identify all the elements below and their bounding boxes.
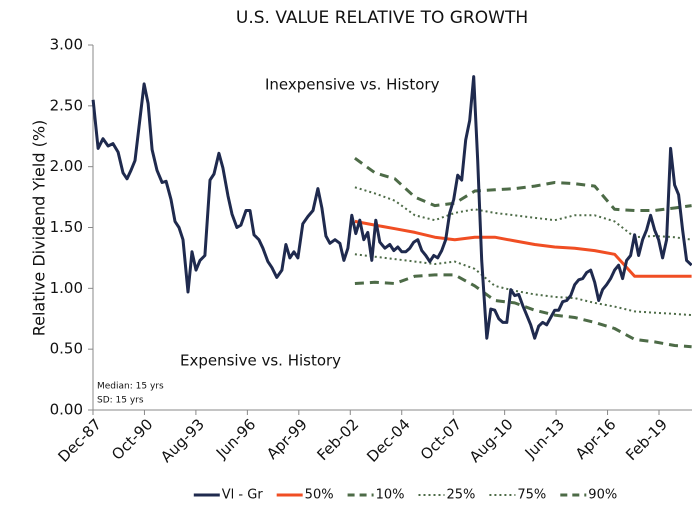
legend-label: 25% bbox=[446, 488, 475, 503]
series-line bbox=[354, 273, 692, 349]
legend-label: 50% bbox=[305, 488, 334, 503]
series-line bbox=[354, 156, 692, 212]
legend-label: Vl - Gr bbox=[222, 488, 264, 503]
x-tick-label: Jun-13 bbox=[521, 415, 568, 462]
x-tick-label: Jun-96 bbox=[212, 415, 259, 462]
x-tick-label: Dec-87 bbox=[54, 415, 105, 466]
x-tick-label: Aug-93 bbox=[157, 415, 208, 466]
y-tick-label: 0.50 bbox=[50, 340, 83, 358]
y-tick-label: 1.00 bbox=[50, 279, 83, 297]
series-line bbox=[91, 75, 692, 340]
annotation: Expensive vs. History bbox=[180, 352, 341, 370]
x-tick-label: Oct-90 bbox=[108, 415, 156, 463]
y-tick-label: 0.00 bbox=[50, 401, 83, 419]
x-tick-label: Feb-02 bbox=[313, 415, 362, 464]
annotation: Median: 15 yrs bbox=[97, 382, 164, 392]
legend-label: 90% bbox=[588, 488, 617, 503]
series-line bbox=[354, 219, 692, 278]
x-tick-label: Apr-16 bbox=[572, 415, 620, 463]
y-tick-label: 2.00 bbox=[50, 157, 83, 175]
y-tick-label: 2.50 bbox=[50, 96, 83, 114]
x-tick-label: Aug-10 bbox=[466, 415, 517, 466]
x-tick-label: Apr-99 bbox=[263, 415, 311, 463]
legend-label: 75% bbox=[517, 488, 546, 503]
x-tick-label: Feb-19 bbox=[622, 415, 671, 464]
annotation: Inexpensive vs. History bbox=[265, 76, 440, 94]
annotation: SD: 15 yrs bbox=[97, 396, 144, 406]
chart-title: U.S. VALUE RELATIVE TO GROWTH bbox=[236, 8, 528, 28]
y-tick-label: 1.50 bbox=[50, 218, 83, 236]
y-tick-label: 3.00 bbox=[50, 36, 83, 54]
x-tick-label: Oct-07 bbox=[417, 415, 465, 463]
y-axis-label: Relative Dividend Yield (%) bbox=[30, 120, 49, 337]
x-tick-label: Dec-04 bbox=[363, 415, 414, 466]
legend-label: 10% bbox=[376, 488, 405, 503]
